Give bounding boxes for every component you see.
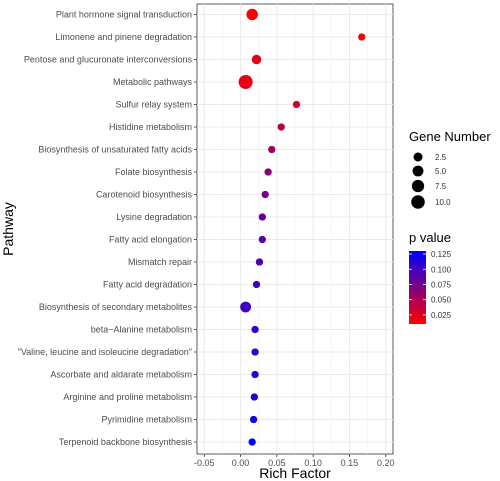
x-tick-label: 0.00 bbox=[232, 458, 250, 468]
pathway-label: Plant hormone signal transduction bbox=[56, 10, 192, 20]
data-point bbox=[240, 301, 252, 313]
pathway-label: Pentose and glucuronate interconversions bbox=[24, 55, 193, 65]
data-point bbox=[292, 100, 301, 109]
data-point bbox=[238, 75, 253, 89]
color-legend: p value 0.125 0.100 0.075 0.050 0.025 bbox=[409, 230, 452, 324]
data-point bbox=[251, 370, 259, 379]
pathway-label: Lysine degradation bbox=[116, 212, 192, 222]
x-tick-label: -0.05 bbox=[194, 458, 215, 468]
pathway-label: Pyrimidine metabolism bbox=[101, 415, 192, 425]
pathway-label: "Valine, leucine and isoleucine degradat… bbox=[18, 347, 192, 357]
size-legend-key bbox=[411, 195, 425, 209]
size-legend-title: Gene Number bbox=[409, 129, 491, 144]
pathway-label: Metabolic pathways bbox=[113, 77, 193, 87]
pathway-label: beta−Alanine metabolism bbox=[91, 325, 192, 335]
size-legend: Gene Number 2.5 5.0 7.5 10.0 bbox=[409, 129, 491, 209]
data-point bbox=[251, 325, 259, 334]
data-point bbox=[358, 33, 366, 41]
pathway-label: Ascorbate and aldarate metabolism bbox=[50, 370, 192, 380]
color-legend-label: 0.050 bbox=[431, 296, 452, 305]
color-legend-label: 0.075 bbox=[431, 280, 452, 289]
data-point bbox=[252, 280, 261, 289]
pathway-label: Biosynthesis of unsaturated fatty acids bbox=[38, 145, 192, 155]
y-axis-title: Pathway bbox=[0, 202, 16, 256]
color-bar bbox=[409, 251, 426, 324]
color-legend-label: 0.025 bbox=[431, 311, 452, 320]
size-legend-label: 7.5 bbox=[435, 182, 447, 191]
x-tick-label: 0.05 bbox=[268, 458, 286, 468]
data-point bbox=[277, 123, 285, 131]
data-point bbox=[268, 145, 276, 154]
pathway-label: Carotenoid biosynthesis bbox=[96, 190, 193, 200]
data-point bbox=[255, 258, 264, 266]
color-legend-title: p value bbox=[409, 230, 451, 245]
pathway-label: Fatty acid elongation bbox=[109, 235, 192, 245]
data-point bbox=[249, 415, 258, 424]
data-point bbox=[258, 213, 266, 221]
grid-lines bbox=[197, 4, 393, 454]
pathway-label: Fatty acid degradation bbox=[103, 280, 192, 290]
size-legend-label: 2.5 bbox=[435, 153, 447, 162]
color-legend-label: 0.125 bbox=[431, 250, 452, 259]
data-point bbox=[250, 393, 258, 401]
data-point bbox=[264, 168, 272, 176]
pathway-label: Arginine and proline metabolism bbox=[63, 392, 192, 402]
pathway-label: Terpenoid backbone biosynthesis bbox=[59, 437, 193, 447]
pathway-label: Folate biosynthesis bbox=[115, 167, 193, 177]
data-point bbox=[251, 348, 259, 356]
data-point bbox=[261, 190, 269, 199]
size-legend-label: 10.0 bbox=[435, 198, 451, 207]
x-tick-label: 0.10 bbox=[304, 458, 322, 468]
pathway-labels: Plant hormone signal transduction Limonen… bbox=[18, 10, 197, 447]
data-point bbox=[258, 235, 266, 244]
data-point bbox=[251, 54, 262, 65]
x-tick-label: 0.20 bbox=[377, 458, 395, 468]
size-legend-key bbox=[412, 165, 424, 177]
x-tick-label: 0.15 bbox=[341, 458, 359, 468]
data-point bbox=[248, 438, 256, 446]
size-legend-key bbox=[413, 152, 423, 162]
data-point bbox=[246, 8, 258, 21]
size-legend-key bbox=[411, 179, 425, 193]
x-axis-title: Rich Factor bbox=[259, 465, 331, 481]
x-axis-ticks: -0.05 0.00 0.05 0.10 0.15 0.20 bbox=[194, 454, 395, 468]
pathway-label: Biosynthesis of secondary metabolites bbox=[39, 302, 193, 312]
size-legend-label: 5.0 bbox=[435, 167, 447, 176]
pathway-label: Histidine metabolism bbox=[109, 122, 192, 132]
data-points bbox=[238, 8, 366, 446]
pathway-label: Limonene and pinene degradation bbox=[55, 32, 192, 42]
pathway-label: Sulfur relay system bbox=[115, 100, 192, 110]
pathway-label: Mismatch repair bbox=[128, 257, 192, 267]
color-legend-label: 0.100 bbox=[431, 265, 452, 274]
